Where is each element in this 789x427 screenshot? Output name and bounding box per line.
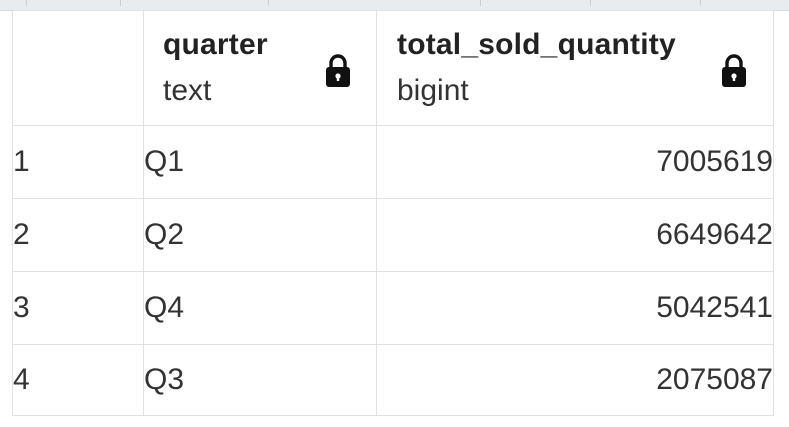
column-name: total_sold_quantity (397, 28, 676, 61)
cell-quarter[interactable]: Q4 (143, 271, 377, 345)
table-row[interactable]: 4 Q3 2075087 (12, 344, 774, 416)
cell-total-sold-quantity[interactable]: 6649642 (376, 198, 774, 272)
column-name: quarter (163, 28, 268, 61)
cell-total-sold-quantity[interactable]: 7005619 (376, 125, 774, 199)
row-number[interactable]: 1 (12, 125, 144, 199)
column-header-quarter[interactable]: quarter text (143, 10, 377, 126)
column-type: bigint (397, 74, 469, 107)
lock-icon (326, 54, 350, 87)
row-number[interactable]: 4 (12, 344, 144, 416)
table-row[interactable]: 2 Q2 6649642 (12, 198, 774, 272)
column-header-total-sold-quantity[interactable]: total_sold_quantity bigint (376, 10, 774, 126)
toolbar-divider (700, 0, 701, 6)
row-number[interactable]: 2 (12, 198, 144, 272)
cell-total-sold-quantity[interactable]: 2075087 (376, 344, 774, 416)
toolbar-divider (268, 0, 269, 6)
header-row: quarter text total_sold_quantity bigin (12, 10, 774, 126)
cell-total-sold-quantity[interactable]: 5042541 (376, 271, 774, 345)
select-all-corner[interactable] (12, 10, 144, 126)
table-row[interactable]: 3 Q4 5042541 (12, 271, 774, 345)
lock-icon (722, 54, 746, 87)
column-type: text (163, 74, 212, 107)
result-grid: quarter text total_sold_quantity bigin (12, 10, 774, 416)
cell-quarter[interactable]: Q3 (143, 344, 377, 416)
toolbar-divider (590, 0, 591, 6)
table-row[interactable]: 1 Q1 7005619 (12, 125, 774, 199)
toolbar-divider (26, 0, 27, 6)
row-number[interactable]: 3 (12, 271, 144, 345)
toolbar-divider (480, 0, 481, 6)
toolbar-divider (120, 0, 121, 6)
cell-quarter[interactable]: Q1 (143, 125, 377, 199)
cell-quarter[interactable]: Q2 (143, 198, 377, 272)
